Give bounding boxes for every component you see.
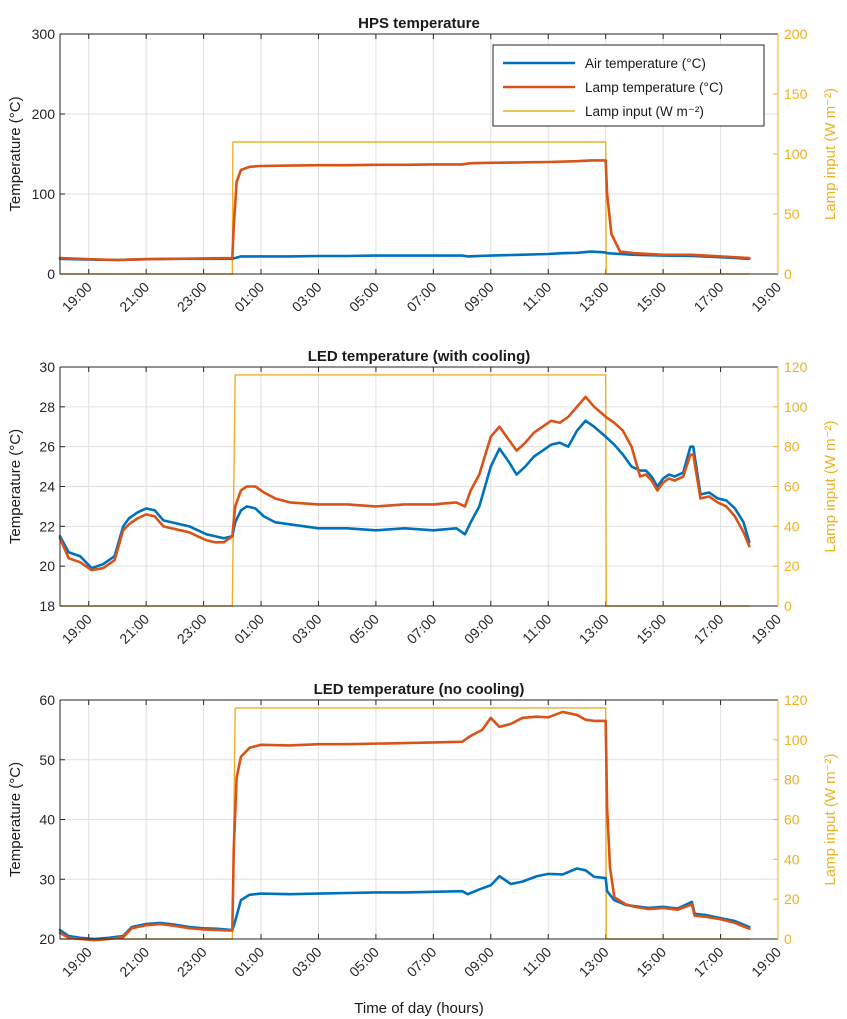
y-tick-label: 60 bbox=[39, 692, 55, 708]
y2-tick-label: 40 bbox=[784, 518, 800, 534]
y-tick-label: 20 bbox=[39, 931, 55, 947]
y2-tick-label: 20 bbox=[784, 558, 800, 574]
y-tick-label: 0 bbox=[47, 266, 55, 282]
legend: Air temperature (°C) Lamp temperature (°C… bbox=[492, 44, 765, 127]
chart-panel-1: 19:00 21:00 23:00 01:00 03:00 05:00 07:00 09:00… bbox=[7, 15, 839, 315]
y2-tick-label: 120 bbox=[784, 692, 808, 708]
legend-entry: Lamp input (W m⁻²) bbox=[585, 104, 704, 119]
chart-panel-3: 19:00 21:00 23:00 01:00 03:00 05:00 07:00 09:00… bbox=[7, 681, 839, 1017]
x-axis-label: Time of day (hours) bbox=[354, 1000, 484, 1017]
chart-title: LED temperature (no cooling) bbox=[314, 681, 525, 698]
y2-axis-label: Lamp input (W m⁻²) bbox=[822, 88, 839, 220]
y2-tick-label: 50 bbox=[784, 206, 800, 222]
y-tick-label: 30 bbox=[39, 871, 55, 887]
y2-tick-label: 80 bbox=[784, 772, 800, 788]
chart-title: HPS temperature bbox=[358, 15, 480, 32]
legend-box bbox=[492, 44, 765, 127]
series-line-lamp bbox=[58, 710, 751, 942]
y-tick-label: 50 bbox=[39, 752, 55, 768]
y-axis-label: Temperature (°C) bbox=[7, 96, 24, 211]
y2-tick-label: 0 bbox=[784, 598, 792, 614]
chart-panel-2: 19:00 21:00 23:00 01:00 03:00 05:00 07:00 09:00… bbox=[7, 348, 839, 647]
legend-entry: Lamp temperature (°C) bbox=[585, 80, 723, 95]
y2-axis-label: Lamp input (W m⁻²) bbox=[822, 420, 839, 552]
y2-tick-label: 150 bbox=[784, 86, 808, 102]
y2-tick-label: 60 bbox=[784, 812, 800, 828]
y-tick-label: 24 bbox=[39, 479, 55, 495]
y2-tick-label: 60 bbox=[784, 479, 800, 495]
y2-tick-label: 100 bbox=[784, 732, 808, 748]
y2-tick-label: 40 bbox=[784, 851, 800, 867]
y-tick-label: 300 bbox=[32, 26, 56, 42]
y2-tick-label: 20 bbox=[784, 891, 800, 907]
y2-tick-label: 100 bbox=[784, 399, 808, 415]
y-axis-label: Temperature (°C) bbox=[7, 762, 24, 877]
y-tick-label: 40 bbox=[39, 812, 55, 828]
y-axis-label: Temperature (°C) bbox=[7, 429, 24, 544]
y-tick-label: 18 bbox=[39, 598, 55, 614]
legend-entry: Air temperature (°C) bbox=[585, 56, 706, 71]
y-tick-label: 26 bbox=[39, 439, 55, 455]
series-line-lamp bbox=[58, 395, 751, 572]
y-tick-label: 22 bbox=[39, 518, 55, 534]
y2-tick-label: 120 bbox=[784, 359, 808, 375]
y-tick-label: 100 bbox=[32, 186, 56, 202]
series-line-air bbox=[58, 419, 751, 570]
y2-tick-label: 80 bbox=[784, 439, 800, 455]
chart-panels: 19:00 21:00 23:00 01:00 03:00 05:00 07:00 09:00… bbox=[7, 15, 839, 1017]
y-tick-label: 20 bbox=[39, 558, 55, 574]
chart-title: LED temperature (with cooling) bbox=[308, 348, 531, 365]
y-tick-label: 30 bbox=[39, 359, 55, 375]
y2-axis-label: Lamp input (W m⁻²) bbox=[822, 753, 839, 885]
y2-tick-label: 200 bbox=[784, 26, 808, 42]
y2-tick-label: 100 bbox=[784, 146, 808, 162]
y2-tick-label: 0 bbox=[784, 931, 792, 947]
series-line-lamp bbox=[58, 159, 751, 262]
y-tick-label: 28 bbox=[39, 399, 55, 415]
y2-tick-label: 0 bbox=[784, 266, 792, 282]
y-tick-label: 200 bbox=[32, 106, 56, 122]
